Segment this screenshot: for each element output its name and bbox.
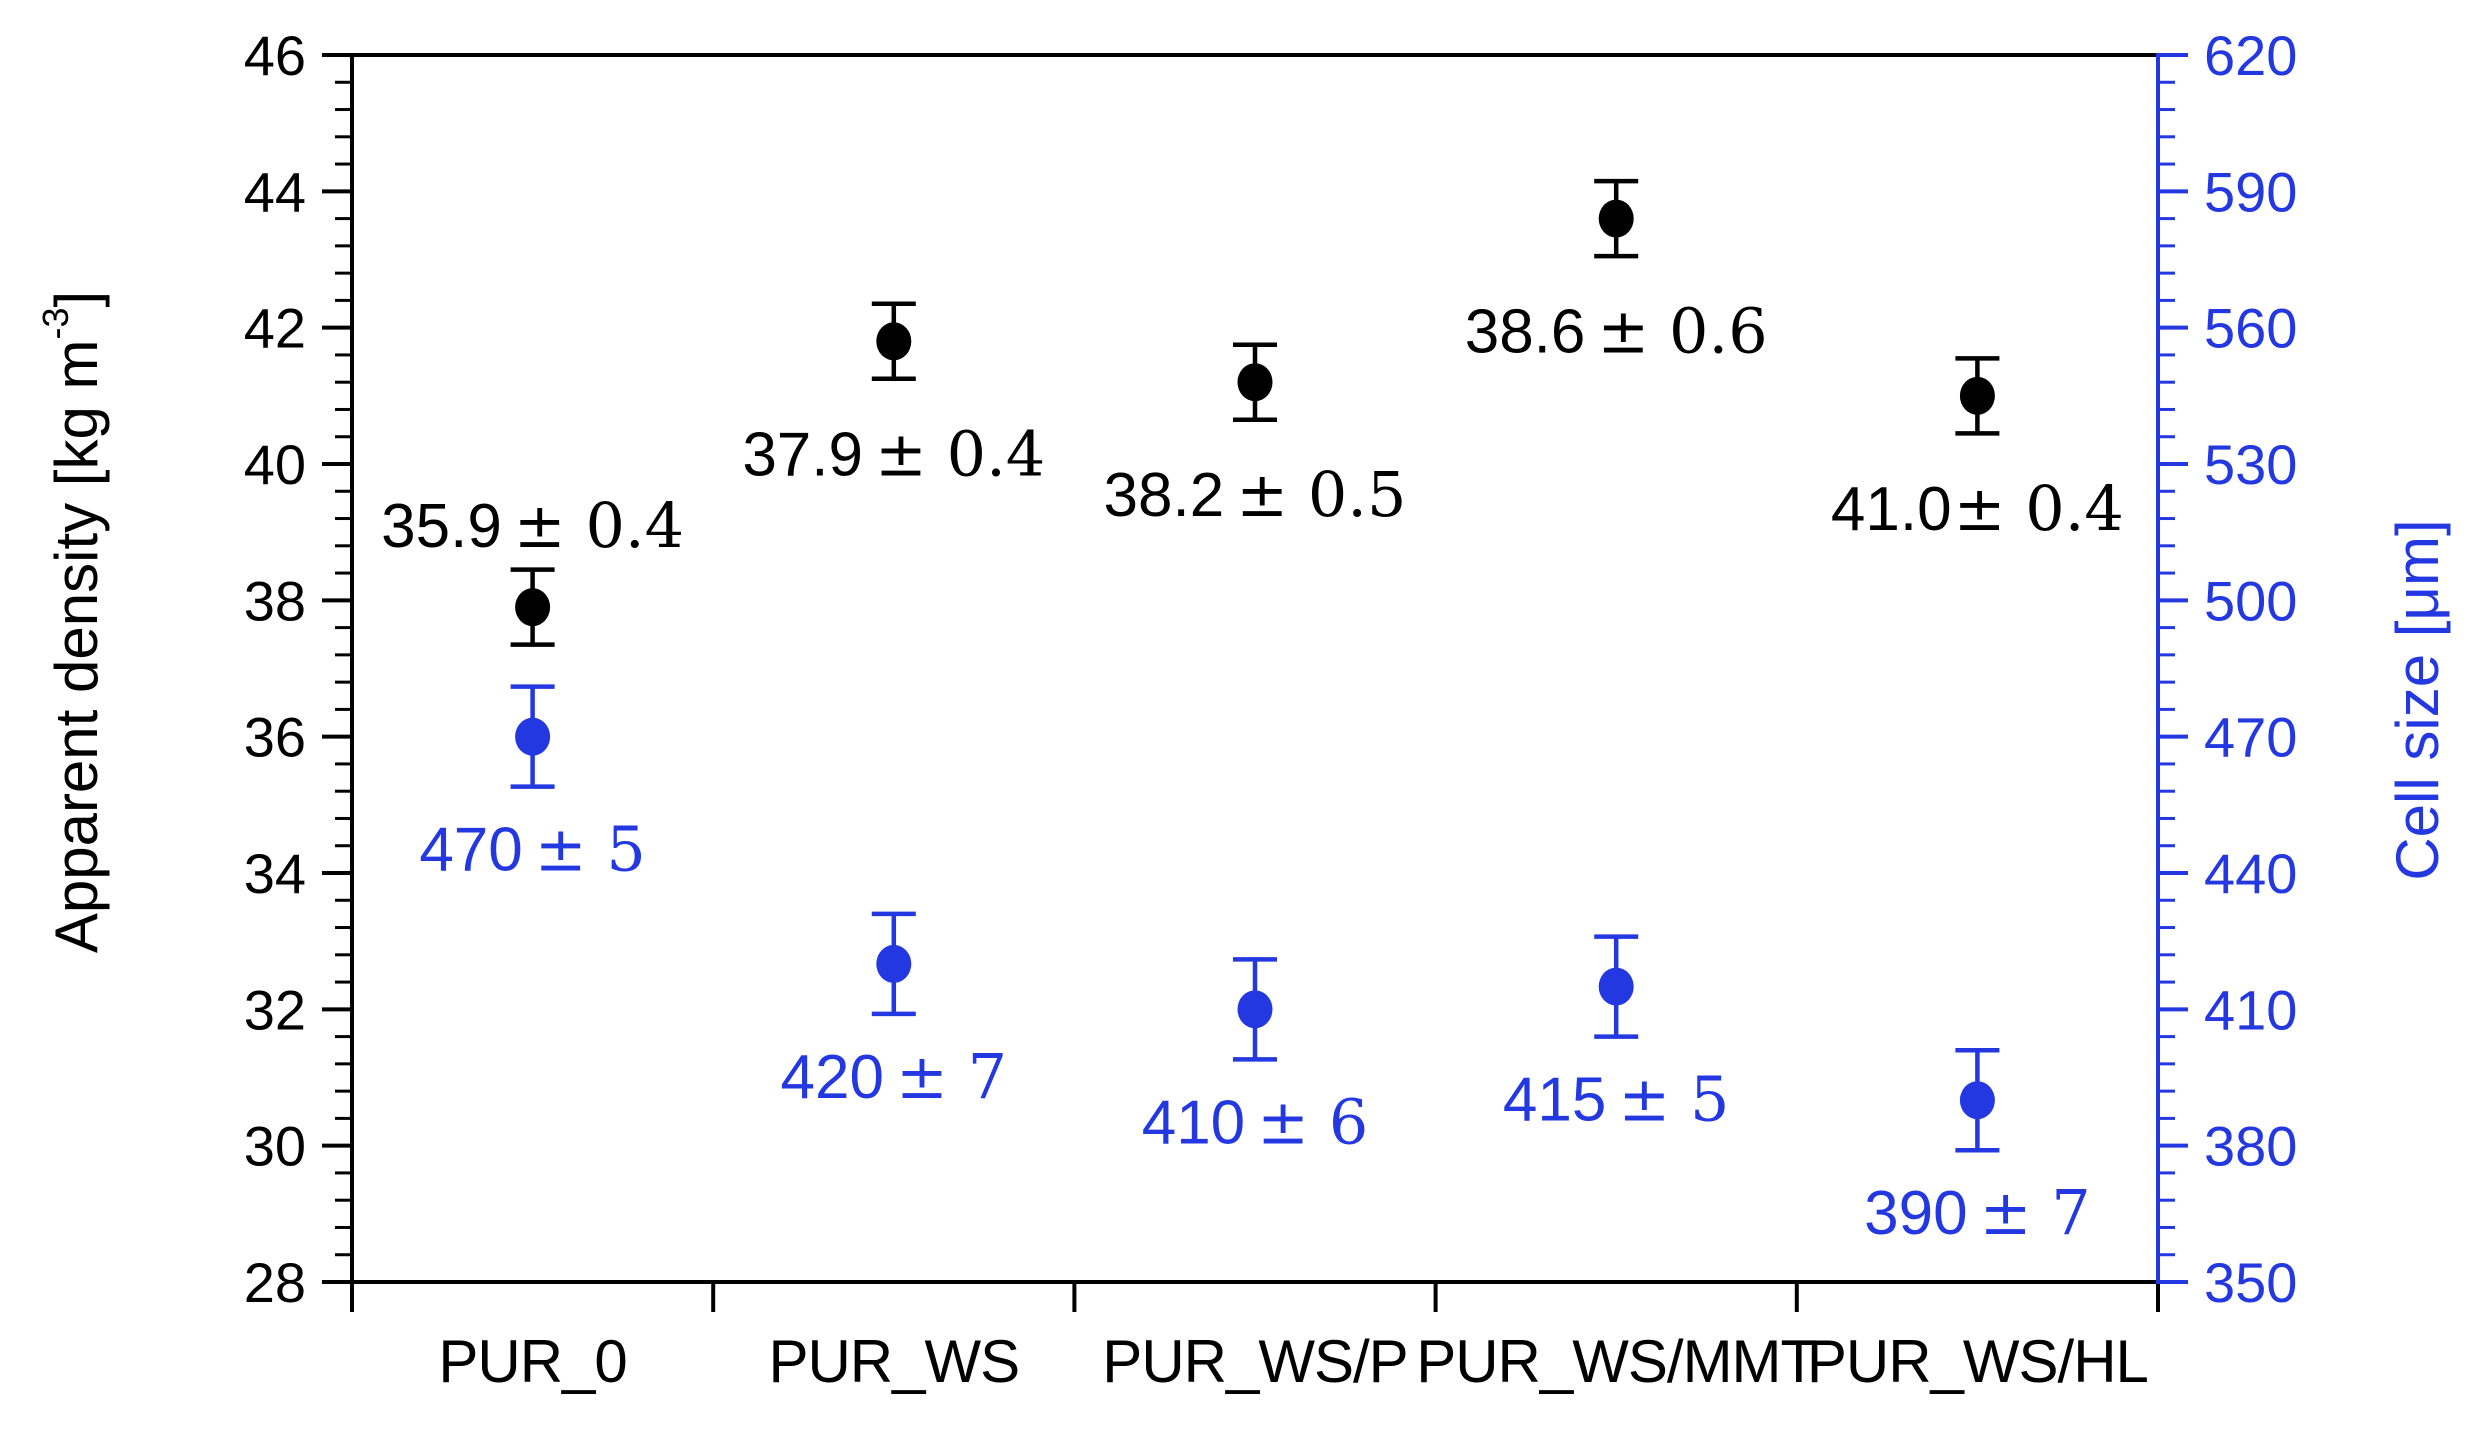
- left-axis-tick-label: 34: [244, 842, 306, 905]
- right-axis-tick-label: 470: [2204, 706, 2297, 769]
- data-point-marker: [1959, 376, 1995, 415]
- data-point-label: 410 ± 6: [1142, 1085, 1369, 1158]
- data-point-marker: [1598, 199, 1634, 238]
- right-axis-tick-label: 530: [2204, 433, 2297, 496]
- left-axis-tick-label: 30: [244, 1115, 306, 1178]
- right-axis-tick-label: 440: [2204, 842, 2297, 905]
- left-axis-tick-label: 28: [244, 1251, 306, 1314]
- right-axis-tick-label: 380: [2204, 1115, 2297, 1178]
- left-axis-tick-label: 36: [244, 706, 306, 769]
- right-axis-tick-label: 560: [2204, 297, 2297, 360]
- right-axis-tick-label: 590: [2204, 160, 2297, 223]
- left-axis-tick-label: 32: [244, 978, 306, 1041]
- left-axis-tick-label: 40: [244, 433, 306, 496]
- data-point-marker: [1959, 1081, 1995, 1120]
- x-category-label: PUR_WS/MMT: [1416, 1328, 1816, 1395]
- x-category-label: PUR_0: [438, 1328, 626, 1395]
- left-axis-title-text: Apparent density [kg m: [43, 339, 110, 954]
- data-point-marker: [1598, 967, 1634, 1006]
- left-axis-title-bracket: ]: [43, 290, 110, 308]
- left-axis-title: Apparent density [kg m-3]: [35, 290, 110, 954]
- right-axis-tick-label: 350: [2204, 1251, 2297, 1314]
- right-axis-tick-label: 410: [2204, 978, 2297, 1041]
- x-category-label: PUR_WS/P: [1102, 1328, 1407, 1395]
- right-axis-tick-label: 500: [2204, 569, 2297, 632]
- data-point-marker: [1237, 990, 1273, 1029]
- left-axis-tick-label: 44: [244, 160, 306, 223]
- left-axis-tick-label: 46: [244, 24, 306, 87]
- data-point-label: 38.6 ± 0.6: [1465, 295, 1768, 368]
- data-point-label: 38.2 ± 0.5: [1104, 458, 1407, 531]
- right-axis-title: Cell size [μm]: [2384, 519, 2451, 881]
- left-axis-title-superscript: -3: [35, 307, 76, 340]
- data-point-label: 390 ± 7: [1864, 1176, 2091, 1249]
- data-point-label: 470 ± 5: [419, 813, 646, 886]
- data-point-label: 420 ± 7: [781, 1040, 1008, 1113]
- data-point-label: 41.0± 0.4: [1831, 472, 2124, 545]
- left-axis-tick-label: 38: [244, 569, 306, 632]
- left-axis-tick-label: 42: [244, 297, 306, 360]
- data-point-marker: [515, 588, 551, 627]
- x-category-label: PUR_WS/HL: [1807, 1328, 2148, 1395]
- data-point-label: 37.9 ± 0.4: [742, 417, 1045, 490]
- data-point-marker: [1237, 363, 1273, 402]
- x-category-label: PUR_WS: [768, 1328, 1019, 1395]
- data-point-label: 415 ± 5: [1503, 1063, 1730, 1136]
- data-point-marker: [876, 322, 912, 361]
- data-point-marker: [876, 944, 912, 983]
- data-point-marker: [515, 717, 551, 756]
- right-axis-tick-label: 620: [2204, 24, 2297, 87]
- data-point-label: 35.9 ± 0.4: [381, 489, 684, 562]
